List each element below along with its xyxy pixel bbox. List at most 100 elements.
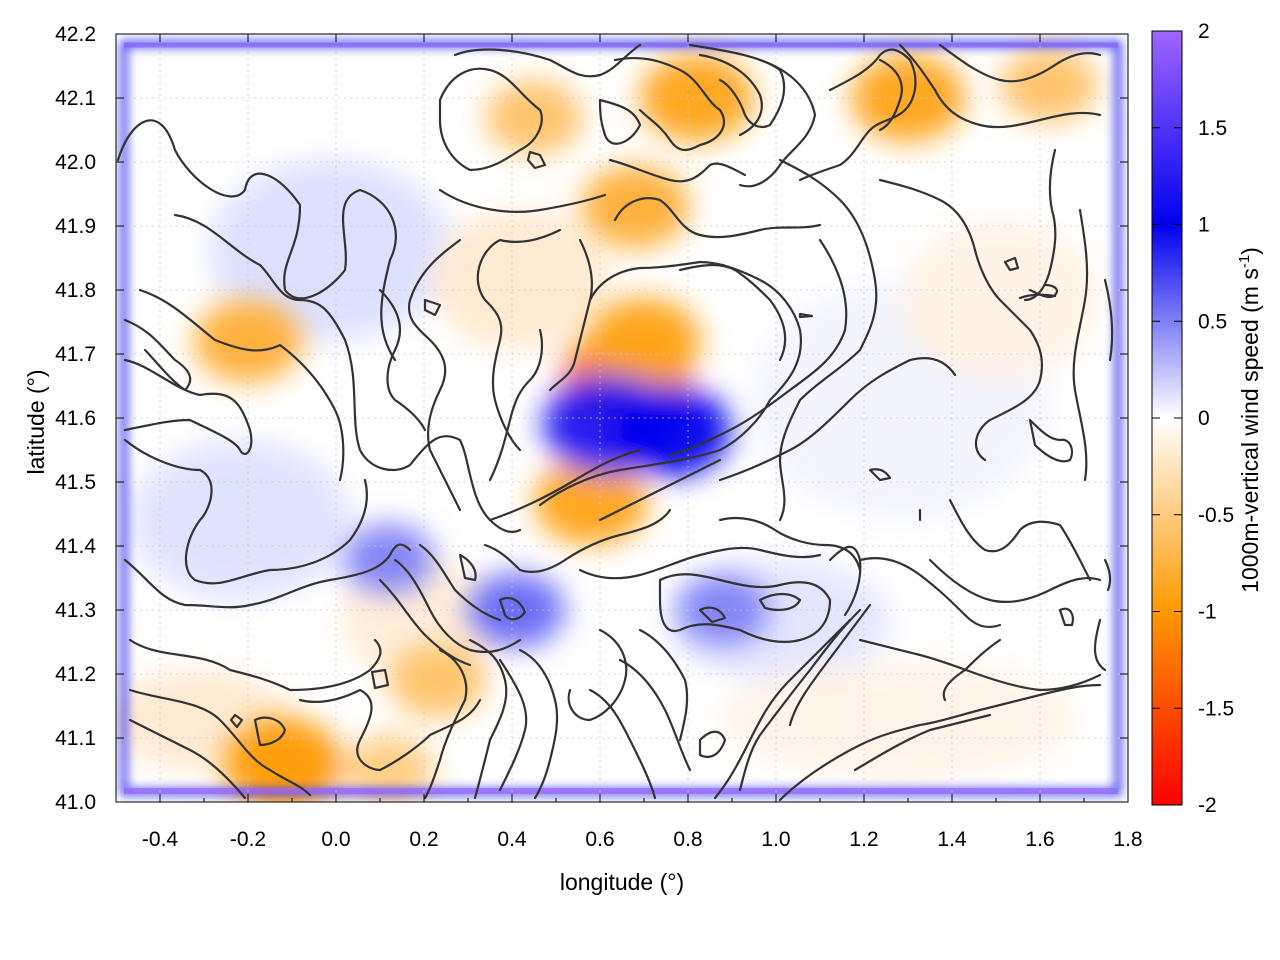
updraft-blob	[587, 297, 701, 386]
contour-line	[718, 357, 957, 482]
contour-line	[123, 543, 412, 609]
contour-line	[1028, 418, 1074, 463]
x-tick-label: 1.2	[849, 828, 878, 851]
contour-line	[738, 608, 862, 792]
y-tick-label: 42.1	[55, 87, 96, 110]
contour-line	[1093, 618, 1107, 672]
colorbar-tick-label: 1.5	[1198, 117, 1227, 140]
contour-line	[370, 668, 390, 690]
updraft-blob	[534, 457, 649, 545]
x-tick-label: 0.8	[673, 828, 702, 851]
contour-line	[798, 48, 917, 182]
x-tick-label: -0.4	[142, 828, 179, 851]
contour-line	[678, 264, 787, 362]
colorbar-ticks: 2 1.5 1 0.5 0 -0.5 -1 -1.5 -2	[1152, 20, 1234, 817]
contour-line	[698, 606, 727, 624]
y-tick-label: 41.1	[55, 727, 96, 750]
x-tick-label: 1.6	[1025, 828, 1054, 851]
contour-line	[407, 238, 462, 512]
contour-line	[718, 516, 862, 572]
contour-line	[878, 178, 1044, 462]
contour-line	[858, 638, 1102, 692]
contour-line	[898, 43, 1102, 129]
contour-line	[778, 683, 1102, 802]
contour-line	[878, 58, 903, 132]
heatmap-field	[116, 34, 1128, 802]
contour-line	[738, 58, 817, 188]
y-axis-title: latitude (°)	[23, 369, 49, 474]
contour-line	[688, 43, 786, 129]
contour-line	[458, 553, 477, 582]
contour-line	[298, 688, 482, 772]
contour-line	[938, 43, 1102, 83]
contour-line	[123, 318, 192, 392]
topography-contours	[116, 43, 1114, 802]
contour-line	[476, 228, 562, 452]
contour-line	[498, 658, 528, 792]
contour-line	[423, 648, 468, 800]
contour-line	[1018, 293, 1057, 300]
contour-line	[1023, 148, 1057, 302]
contour-line	[378, 288, 427, 432]
contour-line	[608, 158, 747, 183]
contour-line	[928, 558, 1102, 604]
colorbar-tick-label: -1	[1198, 601, 1217, 624]
contour-line	[138, 288, 345, 482]
contour-line	[567, 628, 628, 722]
downdraft-blob	[610, 384, 731, 477]
contour-line	[868, 468, 892, 482]
contour-line	[488, 328, 544, 482]
contour-line	[538, 260, 803, 507]
background-field	[116, 160, 1100, 780]
y-tick-label: 41.7	[55, 343, 96, 366]
contour-line	[378, 578, 472, 667]
y-tick-label: 41.5	[55, 471, 96, 494]
contour-line	[948, 498, 1092, 582]
colorbar-tick-label: -2	[1198, 794, 1217, 817]
contour-line	[483, 508, 672, 574]
contour-line	[498, 596, 527, 621]
downdraft-blob	[468, 572, 565, 648]
contour-line	[128, 718, 247, 800]
x-axis-title: longitude (°)	[560, 869, 684, 895]
y-tick-label: 41.3	[55, 599, 96, 622]
x-tick-label: 0.2	[409, 828, 438, 851]
contour-line	[418, 543, 502, 622]
contour-line	[128, 688, 312, 797]
colorbar-tick-label: -0.5	[1198, 504, 1234, 527]
updraft-blob	[223, 717, 343, 802]
updraft-blob	[388, 643, 486, 718]
contour-line	[229, 713, 244, 729]
x-axis: -0.4 -0.2 0.0 0.2 0.4 0.6 0.8 1.0 1.2 1.4 1.6 1.8	[142, 34, 1143, 851]
contour-line	[116, 119, 397, 362]
colorbar-tick-label: -1.5	[1198, 697, 1234, 720]
y-tick-label: 41.6	[55, 407, 96, 430]
contour-line	[438, 67, 543, 172]
colorbar-title: 1000m-vertical wind speed (m s-1)	[1236, 247, 1263, 593]
contour-line	[588, 688, 657, 800]
colorbar: 2 1.5 1 0.5 0 -0.5 -1 -1.5 -2 1000m-vertical win…	[1151, 20, 1263, 817]
contour-line	[578, 546, 822, 580]
x-tick-label: 0.6	[585, 828, 614, 851]
updraft-blob	[1000, 47, 1098, 123]
updraft-blob	[485, 80, 583, 155]
contour-line	[128, 638, 382, 692]
y-tick-label: 41.9	[55, 215, 96, 238]
grid-lines	[116, 34, 1128, 802]
x-tick-label: 1.4	[937, 828, 967, 851]
contour-line	[698, 730, 727, 758]
y-tick-label: 41.2	[55, 663, 96, 686]
contour-line	[1103, 558, 1112, 592]
contour-line	[526, 150, 547, 170]
contour-line	[253, 716, 287, 747]
y-tick-label: 41.0	[55, 791, 96, 814]
contour-line	[123, 438, 368, 585]
contour-line	[423, 298, 442, 317]
colorbar-tick-label: 1	[1198, 214, 1210, 237]
contour-line	[468, 638, 508, 800]
y-tick-label: 41.4	[55, 535, 96, 558]
contour-line	[1103, 278, 1114, 362]
contour-line	[453, 43, 642, 78]
